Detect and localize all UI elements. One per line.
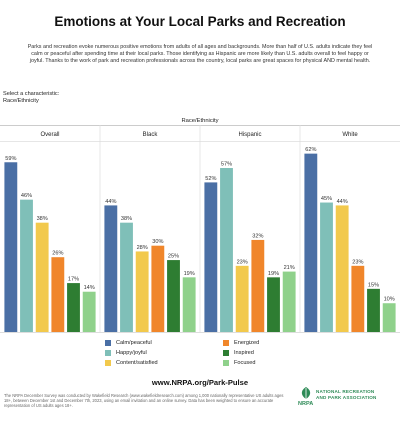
footer-url[interactable]: www.NRPA.org/Park-Pulse	[151, 378, 249, 387]
bar-white-content	[335, 205, 349, 332]
bar-overall-content	[35, 222, 49, 332]
legend-swatch	[105, 350, 111, 356]
characteristic-select[interactable]: Race/Ethnicity	[3, 98, 39, 104]
legend-item-inspired: Inspired	[223, 350, 254, 356]
legend-item-content: Content/satisfied	[105, 360, 158, 366]
bar-white-focused	[382, 303, 396, 332]
data-label: 23%	[237, 259, 248, 265]
facet-title: Race/Ethnicity	[181, 118, 219, 124]
intro-paragraph: Parks and recreation evoke numerous posi…	[27, 44, 373, 65]
legend-item-energized: Energized	[223, 340, 259, 346]
legend-label: Focused	[234, 360, 256, 366]
bar-overall-happy	[20, 199, 33, 332]
bar-chart: Overall 59% 46% 38% 26% 17% 14% Black 44% 38% 28% 3…	[0, 125, 400, 333]
data-label: 21%	[284, 265, 295, 271]
bar-hispanic-inspired	[267, 277, 280, 332]
legend-label: Calm/peaceful	[116, 340, 152, 346]
bar-black-energized	[151, 245, 165, 332]
bar-hispanic-energized	[251, 239, 265, 332]
nrpa-logo: NATIONAL RECREATION AND PARK ASSOCIATION…	[298, 386, 398, 407]
facet-label-white: White	[342, 132, 358, 138]
bar-black-focused	[182, 277, 196, 332]
data-label: 23%	[352, 259, 363, 265]
bar-black-calm	[104, 205, 118, 332]
bar-overall-energized	[51, 257, 65, 332]
bar-overall-focused	[82, 291, 96, 332]
legend-label: Inspired	[234, 350, 254, 356]
data-label: 38%	[121, 216, 132, 222]
bar-black-inspired	[167, 260, 180, 332]
facet-label-hispanic: Hispanic	[238, 132, 261, 138]
logo-wordmark: NATIONAL RECREATION AND PARK ASSOCIATION	[316, 389, 377, 400]
chart-title: Emotions at Your Local Parks and Recreat…	[54, 14, 346, 29]
bar-hispanic-focused	[282, 271, 296, 332]
data-label: 32%	[252, 233, 263, 239]
data-label: 26%	[52, 251, 63, 257]
legend-swatch	[105, 360, 111, 366]
characteristic-select-label: Select a characteristic:	[3, 91, 60, 97]
facet-label-black: Black	[143, 132, 159, 138]
data-label: 25%	[168, 254, 179, 260]
bar-hispanic-happy	[220, 168, 233, 332]
data-label: 46%	[21, 193, 32, 199]
data-label: 10%	[384, 297, 395, 303]
bar-overall-inspired	[67, 283, 80, 332]
bar-white-happy	[320, 202, 333, 332]
data-label: 17%	[68, 277, 79, 283]
data-label: 38%	[37, 216, 48, 222]
data-label: 44%	[337, 199, 348, 205]
data-label: 62%	[305, 147, 316, 153]
legend-swatch	[105, 340, 111, 346]
data-label: 44%	[105, 199, 116, 205]
logo-abbreviation: NRPA	[298, 401, 314, 407]
legend-item-calm: Calm/peaceful	[105, 340, 152, 346]
data-label: 14%	[84, 285, 95, 291]
leaf-icon	[301, 387, 311, 399]
bar-black-content	[135, 251, 149, 332]
data-label: 15%	[368, 282, 379, 288]
data-label: 30%	[152, 239, 163, 245]
data-label: 45%	[321, 196, 332, 202]
legend-swatch	[223, 360, 229, 366]
data-label: 57%	[221, 162, 232, 168]
bar-black-happy	[120, 222, 133, 332]
legend-swatch	[223, 340, 229, 346]
data-label: 19%	[184, 271, 195, 277]
bar-white-calm	[304, 153, 318, 332]
survey-footnote: The NRPA December Survey was conducted b…	[4, 393, 284, 409]
bar-hispanic-calm	[204, 182, 218, 332]
bar-hispanic-content	[235, 265, 249, 332]
legend-label: Energized	[234, 340, 260, 346]
legend-label: Content/satisfied	[116, 360, 158, 366]
data-label: 59%	[5, 156, 16, 162]
data-label: 28%	[137, 245, 148, 251]
bar-white-energized	[351, 265, 365, 332]
legend-label: Happy/joyful	[116, 350, 147, 356]
bar-white-inspired	[367, 288, 380, 332]
data-label: 19%	[268, 271, 279, 277]
legend-item-happy: Happy/joyful	[105, 350, 147, 356]
bar-overall-calm	[4, 162, 18, 332]
facet-label-overall: Overall	[40, 132, 59, 138]
legend-item-focused: Focused	[223, 360, 255, 366]
legend-swatch	[223, 350, 229, 356]
data-label: 52%	[205, 176, 216, 182]
